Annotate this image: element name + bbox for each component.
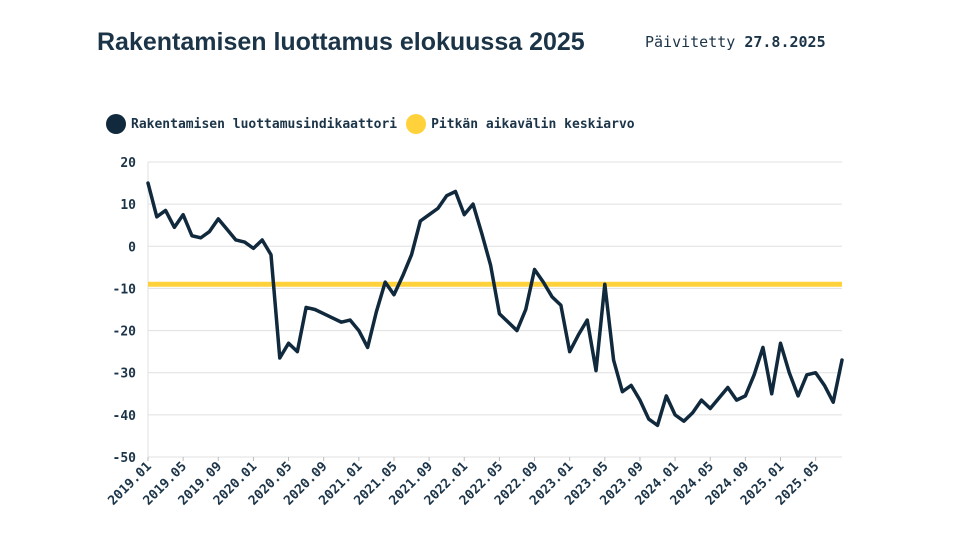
updated-label: Päivitetty — [645, 33, 736, 51]
series-layer — [146, 181, 844, 428]
grid-lines — [147, 161, 842, 458]
legend-label-average: Pitkän aikavälin keskiarvo — [431, 116, 635, 132]
y-tick-label: -20 — [113, 325, 137, 340]
legend-item-average[interactable]: Pitkän aikavälin keskiarvo — [406, 114, 635, 134]
y-tick-label: -50 — [113, 451, 137, 466]
y-tick-label: 10 — [120, 198, 136, 213]
y-tick-label: -30 — [113, 367, 137, 382]
y-tick-label: 0 — [128, 240, 136, 255]
legend-label-indicator: Rakentamisen luottamusindikaattori — [131, 116, 398, 132]
updated-date: 27.8.2025 — [744, 33, 826, 51]
y-tick-label: 20 — [120, 156, 136, 171]
legend-swatch-indicator — [106, 114, 126, 134]
legend-item-indicator[interactable]: Rakentamisen luottamusindikaattori — [106, 114, 397, 134]
updated-info: Päivitetty 27.8.2025 — [645, 33, 826, 51]
legend-swatch-average — [406, 114, 427, 134]
indicator-line — [146, 181, 844, 428]
chart-title: Rakentamisen luottamus elokuussa 2025 — [97, 28, 585, 56]
x-axis-ticks: 2019.012019.052019.092020.012020.052020.… — [105, 457, 822, 509]
y-tick-label: -10 — [113, 282, 137, 297]
y-tick-label: -40 — [113, 409, 137, 424]
y-axis-ticks: 20 10 0 -10 -20 -30 -40 -50 — [113, 156, 137, 466]
chart-legend: Rakentamisen luottamusindikaattori Pitkä… — [106, 114, 644, 134]
